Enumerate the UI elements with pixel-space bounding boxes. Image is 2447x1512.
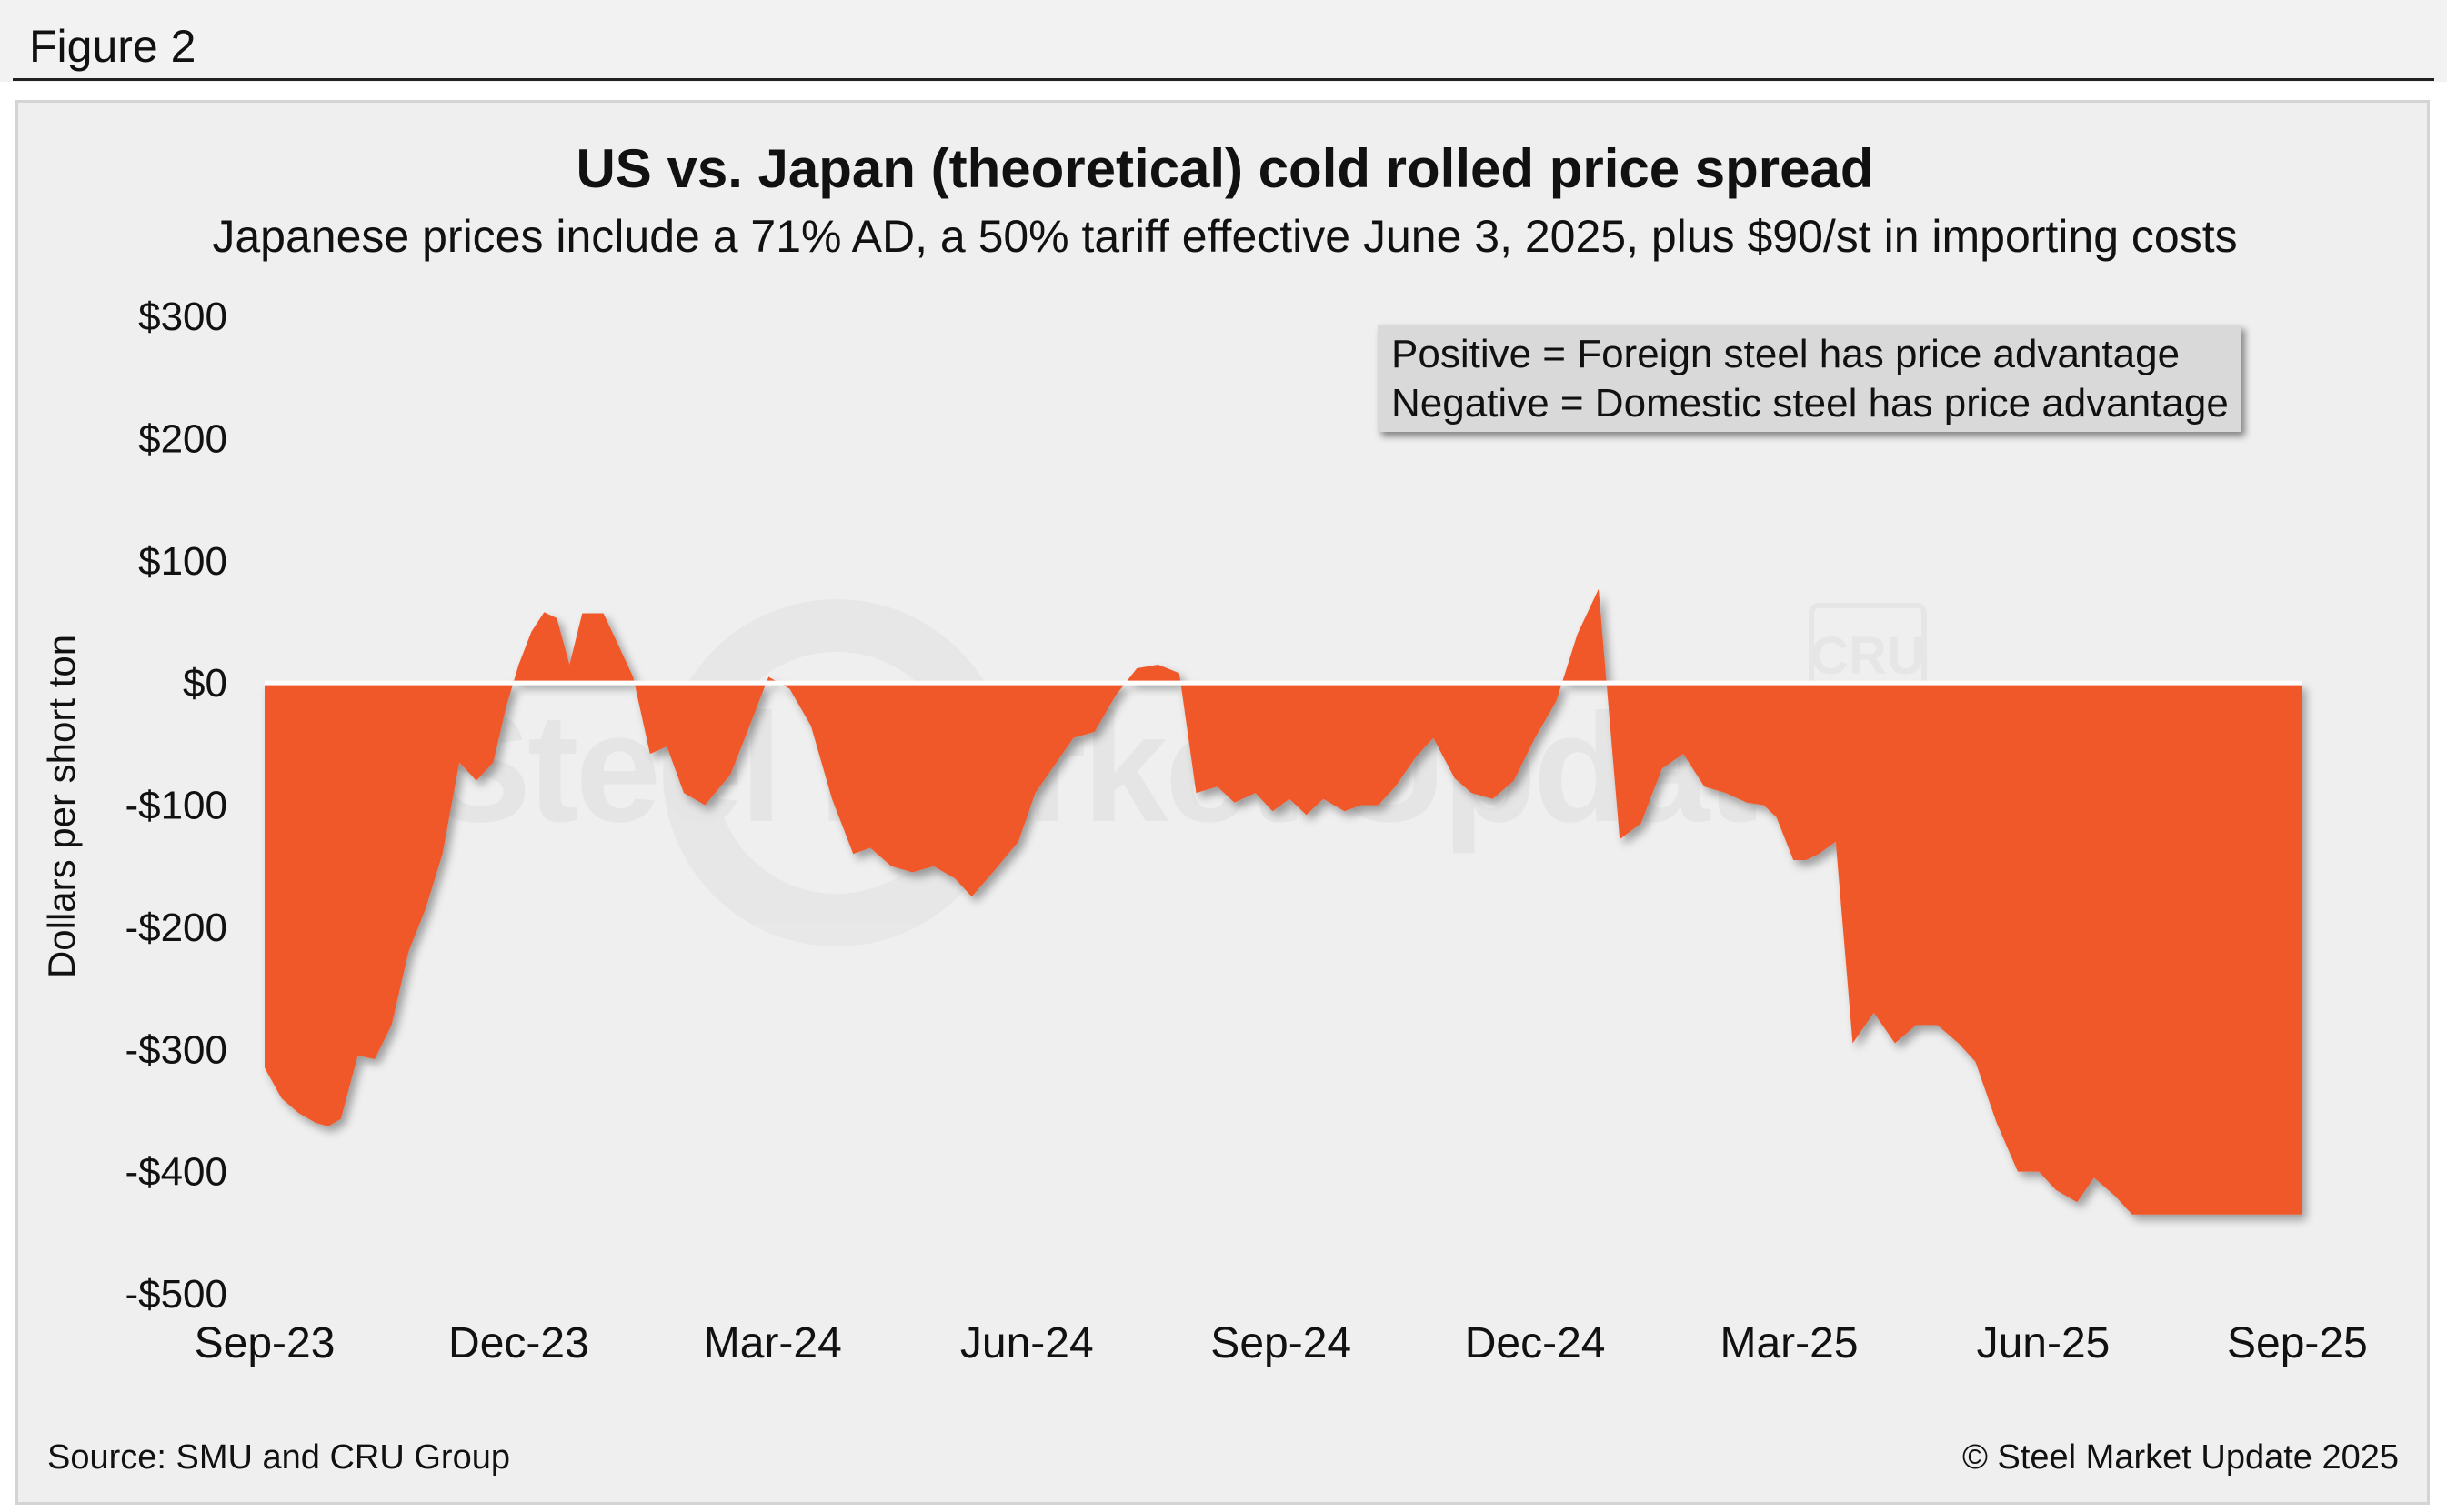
figure-label: Figure 2	[29, 21, 196, 72]
y-tick-label: $200	[138, 416, 227, 461]
x-tick-label: Sep-24	[1210, 1319, 1351, 1367]
figure-header: Figure 2	[0, 0, 2447, 82]
legend-line-positive: Positive = Foreign steel has price advan…	[1391, 332, 2180, 376]
legend-box	[1378, 325, 2241, 432]
y-tick-label: -$500	[125, 1272, 227, 1317]
y-tick-label: -$100	[125, 784, 227, 828]
y-axis-label: Dollars per short ton	[40, 635, 83, 978]
copyright-note: © Steel Market Update 2025	[1962, 1438, 2399, 1477]
x-tick-label: Mar-25	[1720, 1319, 1858, 1367]
y-tick-label: $0	[183, 661, 227, 706]
y-tick-label: $300	[138, 295, 227, 339]
chart-title: US vs. Japan (theoretical) cold rolled p…	[576, 138, 1873, 199]
y-tick-label: -$200	[125, 906, 227, 950]
x-tick-label: Sep-25	[2227, 1319, 2368, 1367]
x-tick-label: Sep-23	[195, 1319, 336, 1367]
figure-header-rule	[13, 78, 2434, 81]
y-axis-ticks: $300 $200 $100 $0 -$100 -$200 -$300 -$400 -$500	[125, 295, 227, 1317]
area-layer	[265, 588, 2302, 1215]
y-tick-label: -$300	[125, 1027, 227, 1072]
watermark: Steel Market Update CRU	[428, 599, 1927, 946]
x-axis-ticks: Sep-23 Dec-23 Mar-24 Jun-24 Sep-24 Dec-24 Mar-…	[195, 1319, 2368, 1367]
x-tick-label: Jun-24	[960, 1319, 1094, 1367]
chart-subtitle: Japanese prices include a 71% AD, a 50% …	[212, 211, 2237, 262]
spread-area	[265, 588, 2302, 1215]
source-note: Source: SMU and CRU Group	[47, 1438, 510, 1477]
chart-panel: US vs. Japan (theoretical) cold rolled p…	[15, 100, 2430, 1505]
y-tick-label: -$400	[125, 1150, 227, 1195]
watermark-badge: CRU	[1810, 626, 1925, 686]
x-tick-label: Mar-24	[704, 1319, 842, 1367]
x-tick-label: Dec-23	[448, 1319, 589, 1367]
legend: Positive = Foreign steel has price advan…	[1378, 325, 2241, 432]
y-tick-label: $100	[138, 539, 227, 584]
legend-line-negative: Negative = Domestic steel has price adva…	[1391, 381, 2229, 426]
x-tick-label: Jun-25	[1977, 1319, 2111, 1367]
x-tick-label: Dec-24	[1465, 1319, 1606, 1367]
chart-svg: US vs. Japan (theoretical) cold rolled p…	[40, 138, 2399, 1477]
